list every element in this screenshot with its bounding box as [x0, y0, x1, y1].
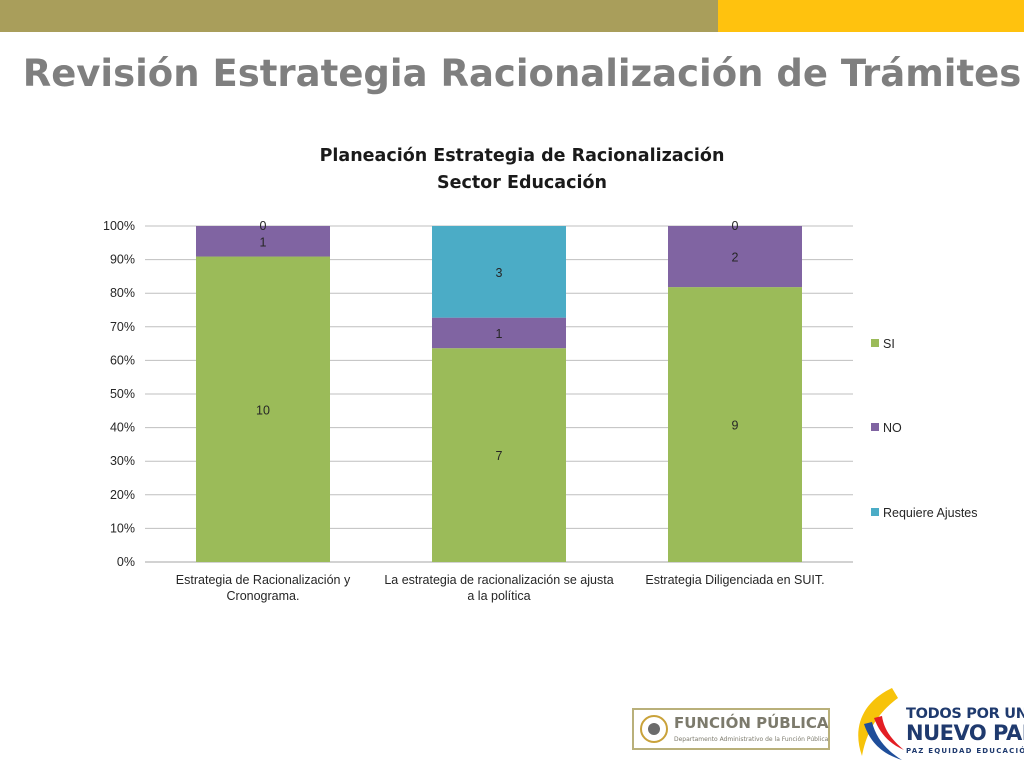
header-bar-gold: [718, 0, 1024, 32]
chart-title: Planeación Estrategia de Racionalización: [319, 146, 725, 166]
legend-swatch-si: [871, 339, 879, 347]
y-tick-label: 60%: [110, 353, 135, 367]
y-tick-label: 70%: [110, 320, 135, 334]
data-label: 0: [732, 219, 739, 233]
y-tick-label: 40%: [110, 421, 135, 435]
data-label: 1: [496, 327, 503, 341]
y-tick-label: 80%: [110, 286, 135, 300]
x-tick-label: Estrategia de Racionalización y: [176, 573, 351, 587]
data-label: 10: [256, 403, 270, 417]
legend-swatch-requiere-ajustes: [871, 508, 879, 516]
bar-segment-si: [432, 348, 566, 562]
bar-segment-si: [668, 287, 802, 562]
data-label: 2: [732, 251, 739, 265]
bar-segment-si: [196, 256, 330, 562]
x-tick-label: Estrategia Diligenciada en SUIT.: [645, 573, 824, 587]
chart-title-block: Planeación Estrategia de Racionalización…: [200, 143, 844, 197]
slide-title: Revisión Estrategia Racionalización de T…: [22, 52, 1022, 95]
y-tick-label: 10%: [110, 521, 135, 535]
x-tick-label: a la política: [467, 589, 530, 603]
legend-label: SI: [883, 337, 895, 351]
y-tick-label: 0%: [117, 555, 135, 569]
header-bar-olive: [0, 0, 718, 32]
bar-segment-no: [432, 317, 566, 349]
bar-segment-requiere-ajustes: [432, 226, 566, 318]
legend-swatch-no: [871, 423, 879, 431]
y-tick-label: 30%: [110, 454, 135, 468]
legend-label: Requiere Ajustes: [883, 506, 978, 520]
data-label: 7: [496, 449, 503, 463]
data-label: 0: [260, 219, 267, 233]
data-label: 3: [496, 266, 503, 280]
legend-label: NO: [883, 421, 902, 435]
y-tick-label: 100%: [103, 219, 135, 233]
chart-subtitle: Sector Educación: [437, 173, 607, 193]
x-tick-label: La estrategia de racionalización se ajus…: [384, 573, 613, 587]
data-label: 1: [260, 235, 267, 249]
y-tick-label: 20%: [110, 488, 135, 502]
data-label: 9: [732, 419, 739, 433]
x-tick-label: Cronograma.: [227, 589, 300, 603]
bar-segment-no: [196, 226, 330, 257]
y-tick-label: 50%: [110, 387, 135, 401]
y-tick-label: 90%: [110, 253, 135, 267]
bar-segment-no: [668, 226, 802, 288]
